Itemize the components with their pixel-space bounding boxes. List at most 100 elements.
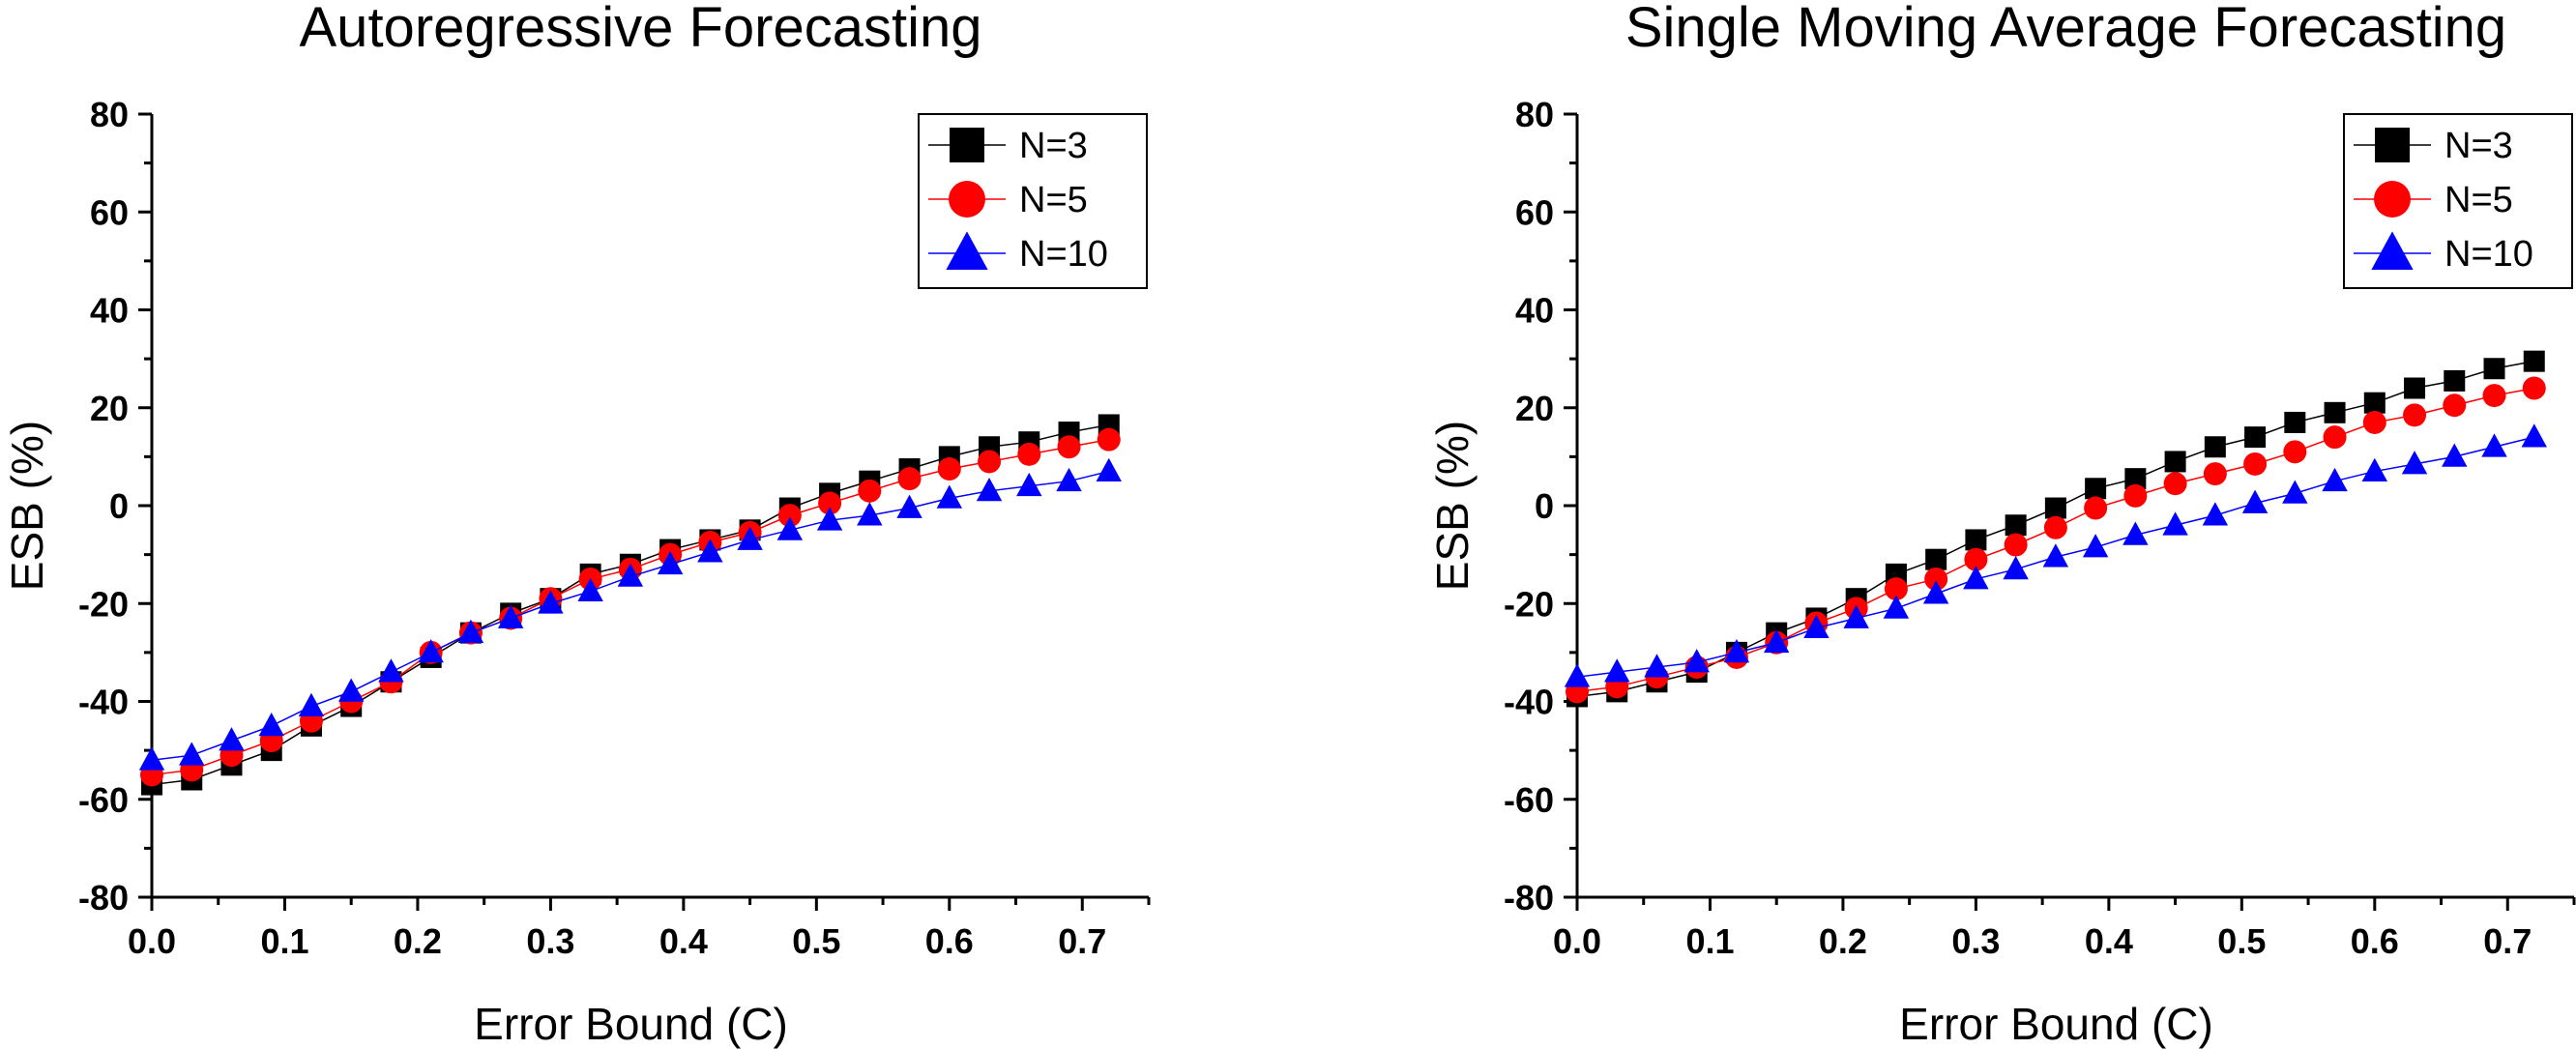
legend: N=3 N=5 N=10 xyxy=(2343,113,2573,289)
y-axis-label: ESB (%) xyxy=(1427,421,1478,591)
data-point xyxy=(2163,472,2187,496)
data-point xyxy=(2363,392,2386,414)
chart-panel-single-moving-average: Single Moving Average Forecasting 80 60 40 2… xyxy=(1427,0,2576,1049)
x-tick-label: 0.2 xyxy=(1819,921,1867,961)
chart-title: Single Moving Average Forecasting xyxy=(1625,0,2506,59)
data-point xyxy=(2082,534,2109,558)
data-point xyxy=(2323,425,2347,450)
data-point xyxy=(1884,577,1908,601)
data-point xyxy=(2204,436,2226,458)
data-point xyxy=(457,619,484,644)
x-axis-label: Error Bound (C) xyxy=(474,999,788,1049)
legend-marker xyxy=(2375,128,2410,162)
legend-marker xyxy=(946,231,988,271)
data-point xyxy=(2324,401,2346,423)
y-tick-label: -80 xyxy=(1504,878,1554,918)
data-point xyxy=(1883,595,1910,619)
legend-label: N=5 xyxy=(2444,180,2513,220)
legend: N=3 N=5 N=10 xyxy=(918,113,1148,289)
data-point xyxy=(2085,478,2107,500)
data-point xyxy=(2444,369,2466,392)
x-tick-label: 0.6 xyxy=(925,921,974,961)
data-point xyxy=(2162,511,2188,536)
x-tick-label: 0.1 xyxy=(1685,921,1734,961)
data-point xyxy=(936,484,962,509)
data-point xyxy=(1016,472,1042,497)
data-point xyxy=(777,504,802,528)
x-tick-label: 0.2 xyxy=(394,921,442,961)
y-tick-label: 60 xyxy=(1515,192,1554,232)
data-point xyxy=(937,457,961,481)
data-point xyxy=(617,563,644,587)
y-tick-label: -80 xyxy=(78,878,129,918)
data-point xyxy=(2241,489,2269,513)
data-point xyxy=(2404,377,2426,399)
legend-item: N=3 xyxy=(2354,126,2513,166)
data-point xyxy=(1924,567,1948,591)
data-point xyxy=(2403,403,2427,427)
data-point xyxy=(497,604,524,628)
data-point xyxy=(737,526,763,550)
data-point xyxy=(976,477,1003,502)
legend-label: N=10 xyxy=(2444,234,2533,275)
data-point xyxy=(2043,515,2067,539)
legend-item: N=5 xyxy=(2354,180,2513,220)
data-point xyxy=(2522,376,2546,400)
data-point xyxy=(2282,480,2308,504)
x-tick-label: 0.0 xyxy=(128,921,176,961)
data-point xyxy=(2004,533,2028,557)
legend-marker xyxy=(2371,231,2414,271)
y-tick-label: 40 xyxy=(90,291,129,331)
legend-marker xyxy=(2374,181,2411,218)
legend-item: N=10 xyxy=(2354,231,2533,275)
data-point xyxy=(2124,468,2147,490)
legend-label: N=5 xyxy=(1019,180,1088,220)
y-tick-label: 0 xyxy=(109,486,129,526)
x-tick-label: 0.7 xyxy=(2483,921,2532,961)
y-tick-label: 40 xyxy=(1515,291,1554,331)
data-point xyxy=(219,727,245,751)
legend-marker xyxy=(949,181,985,218)
data-point xyxy=(1922,580,1949,604)
data-point xyxy=(1564,663,1591,687)
series-n-10 xyxy=(1564,423,2547,687)
data-point xyxy=(2203,462,2227,486)
data-point xyxy=(697,539,723,563)
legend-item: N=3 xyxy=(928,126,1088,166)
x-tick-label: 0.3 xyxy=(526,921,574,961)
data-point xyxy=(2361,457,2387,481)
legend-item: N=10 xyxy=(928,231,1108,275)
x-tick-label: 0.0 xyxy=(1553,921,1601,961)
data-point xyxy=(138,746,165,771)
series-line xyxy=(151,438,1109,776)
legend-label: N=3 xyxy=(1019,126,1088,166)
data-point xyxy=(1963,566,1989,590)
data-point xyxy=(1056,467,1082,492)
y-tick-label: 20 xyxy=(90,389,129,428)
data-point xyxy=(2401,451,2428,475)
data-point xyxy=(2482,384,2506,408)
series-n-3 xyxy=(141,414,1120,796)
data-point xyxy=(2523,350,2545,372)
x-tick-label: 0.5 xyxy=(792,921,840,961)
data-point xyxy=(2443,393,2467,418)
series-line xyxy=(151,470,1109,761)
y-tick-label: 20 xyxy=(1515,389,1554,428)
y-tick-label: 0 xyxy=(1535,486,1554,526)
legend-label: N=10 xyxy=(1019,234,1108,275)
data-point xyxy=(2442,443,2468,467)
data-point xyxy=(338,678,365,702)
series-n-5 xyxy=(1566,376,2546,704)
data-point xyxy=(2322,467,2348,492)
chart-panel-autoregressive: Autoregressive Forecasting 80 60 40 20 0 -20 -4… xyxy=(2,0,1151,1049)
data-point xyxy=(1057,435,1081,459)
data-point xyxy=(1723,639,1750,663)
data-point xyxy=(1803,614,1830,638)
data-point xyxy=(2521,423,2547,448)
data-point xyxy=(418,639,444,663)
data-point xyxy=(1683,649,1710,673)
legend-label: N=3 xyxy=(2444,126,2513,166)
data-point xyxy=(1925,548,1947,570)
data-point xyxy=(1017,442,1041,466)
